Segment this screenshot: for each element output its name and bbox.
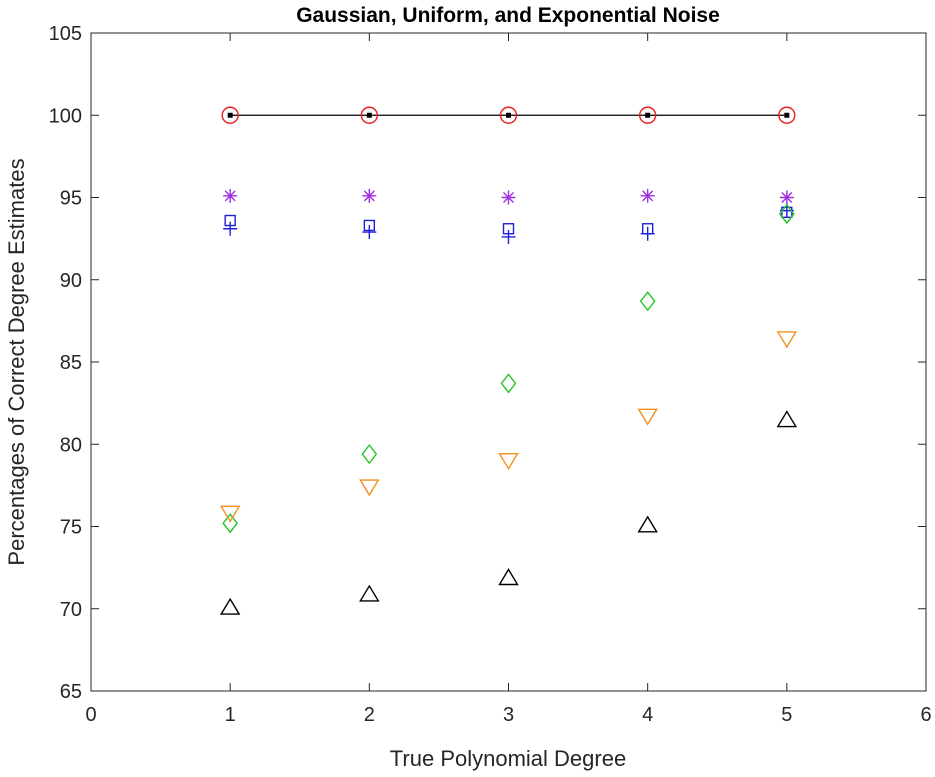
data-point-asterisk: [223, 188, 238, 203]
data-point-triangle-up: [637, 515, 658, 533]
x-tick-label: 4: [642, 704, 653, 726]
data-point-dot: [227, 112, 233, 118]
data-point-triangle-down: [359, 479, 380, 497]
series-triangle-down: [219, 331, 798, 523]
data-point-plus: [223, 221, 238, 236]
data-point-diamond: [778, 203, 795, 225]
data-point-triangle-down: [498, 453, 519, 471]
y-tick-label: 90: [60, 270, 82, 292]
plot-area: [219, 106, 798, 615]
data-point-triangle-down: [637, 408, 658, 426]
chart-title: Gaussian, Uniform, and Exponential Noise: [296, 4, 720, 27]
y-tick-label: 100: [49, 105, 82, 127]
axes: 0 1 2 3 4 5 6 65 70 75 80 85 90 95 100 105: [49, 23, 932, 726]
series-square: [224, 206, 793, 235]
data-point-triangle-down: [776, 331, 798, 349]
data-point-diamond: [500, 373, 517, 394]
x-tick-label: 3: [503, 704, 514, 726]
data-point-plus: [640, 226, 655, 241]
data-point-triangle-down: [219, 505, 241, 523]
data-point-plus: [362, 225, 377, 240]
data-point-dot: [784, 112, 790, 118]
x-tick-label: 1: [225, 704, 236, 726]
data-point-diamond: [639, 290, 656, 312]
series-circle: [221, 106, 796, 124]
x-tick-label: 5: [781, 704, 792, 726]
data-point-triangle-up: [498, 568, 519, 586]
series-asterisk: [223, 188, 794, 205]
y-tick-label: 80: [60, 434, 82, 456]
y-axis-label: Percentages of Correct Degree Estimates: [4, 158, 29, 565]
x-tick-label: 6: [920, 704, 931, 726]
y-tick-label: 70: [60, 599, 82, 621]
data-point-diamond: [222, 513, 239, 534]
series-diamond: [222, 203, 795, 534]
data-point-plus: [501, 229, 516, 244]
data-point-asterisk: [779, 190, 794, 205]
y-tick-label: 85: [60, 352, 82, 374]
y-tick-label: 65: [60, 681, 82, 703]
data-point-triangle-up: [776, 410, 798, 428]
data-point-circle: [499, 106, 518, 124]
data-point-dot: [506, 112, 511, 118]
axes-box: [90, 32, 927, 692]
data-point-diamond: [361, 443, 378, 465]
data-point-triangle-up: [219, 597, 241, 615]
data-point-asterisk: [362, 188, 377, 203]
y-tick-label: 75: [60, 517, 82, 539]
y-tick-label: 105: [49, 23, 82, 45]
data-point-dot: [645, 112, 651, 118]
series-triangle-up: [219, 410, 798, 615]
y-tick-label: 95: [60, 188, 82, 210]
data-point-circle: [638, 106, 657, 124]
x-tick-label: 2: [364, 704, 375, 726]
x-tick-label: 0: [85, 704, 96, 726]
data-point-circle: [221, 106, 239, 124]
data-point-triangle-up: [359, 584, 380, 602]
data-point-circle: [778, 106, 796, 124]
x-axis-label: True Polynomial Degree: [390, 746, 626, 771]
data-point-dot: [366, 112, 372, 118]
data-point-asterisk: [640, 188, 655, 203]
data-point-circle: [360, 106, 379, 124]
data-point-asterisk: [501, 190, 516, 205]
